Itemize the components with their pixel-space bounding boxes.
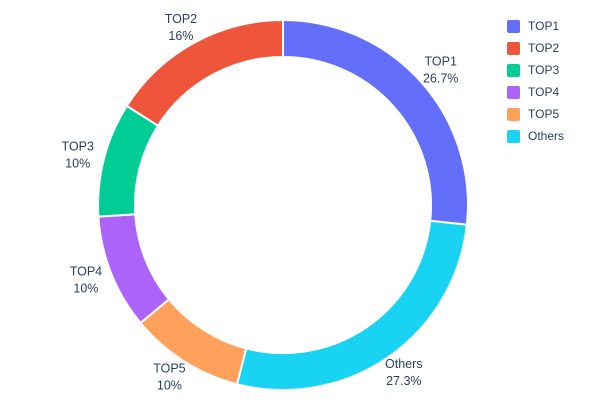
slice-label-top4-name: TOP4 — [70, 265, 102, 279]
pie-slice-top2[interactable] — [125, 18, 284, 128]
slice-label-top2-name: TOP2 — [165, 12, 197, 26]
slice-label-others-percent: 27.3% — [386, 374, 421, 388]
legend-swatch-top2 — [507, 41, 520, 55]
slice-label-top1-percent: 26.7% — [423, 71, 458, 85]
slice-label-others-name: Others — [385, 357, 423, 371]
legend-label: TOP3 — [528, 63, 560, 77]
slice-label-top4-percent: 10% — [73, 282, 98, 296]
legend-item-others[interactable]: Others — [507, 129, 564, 143]
slice-label-top3-percent: 10% — [65, 157, 90, 171]
legend-swatch-top1 — [507, 19, 520, 33]
slice-label-top5-percent: 10% — [157, 378, 182, 392]
slice-label-top5-name: TOP5 — [153, 361, 185, 375]
legend-swatch-top5 — [507, 107, 520, 121]
legend-label: TOP4 — [528, 85, 560, 99]
slice-label-top1-name: TOP1 — [424, 54, 456, 68]
legend-label: TOP5 — [528, 107, 560, 121]
slice-label-top3-name: TOP3 — [61, 140, 93, 154]
chart-legend: TOP1 TOP2 TOP3 TOP4 TOP5 Others — [507, 19, 564, 143]
pie-slice-top1[interactable] — [282, 18, 469, 226]
pie-slice-others[interactable] — [235, 219, 469, 391]
slice-label-top2-percent: 16% — [168, 29, 193, 43]
legend-label: Others — [528, 129, 565, 143]
legend-item-top5[interactable]: TOP5 — [507, 107, 564, 121]
legend-label: TOP2 — [528, 41, 560, 55]
legend-item-top4[interactable]: TOP4 — [507, 85, 564, 99]
pie-slice-top4[interactable] — [97, 213, 171, 325]
legend-swatch-top4 — [507, 85, 520, 99]
legend-swatch-others — [507, 129, 520, 143]
legend-item-top2[interactable]: TOP2 — [507, 41, 564, 55]
legend-label: TOP1 — [528, 19, 560, 33]
pie-slice-top3[interactable] — [97, 104, 160, 218]
legend-item-top1[interactable]: TOP1 — [507, 19, 564, 33]
legend-swatch-top3 — [507, 63, 520, 77]
legend-item-top3[interactable]: TOP3 — [507, 63, 564, 77]
